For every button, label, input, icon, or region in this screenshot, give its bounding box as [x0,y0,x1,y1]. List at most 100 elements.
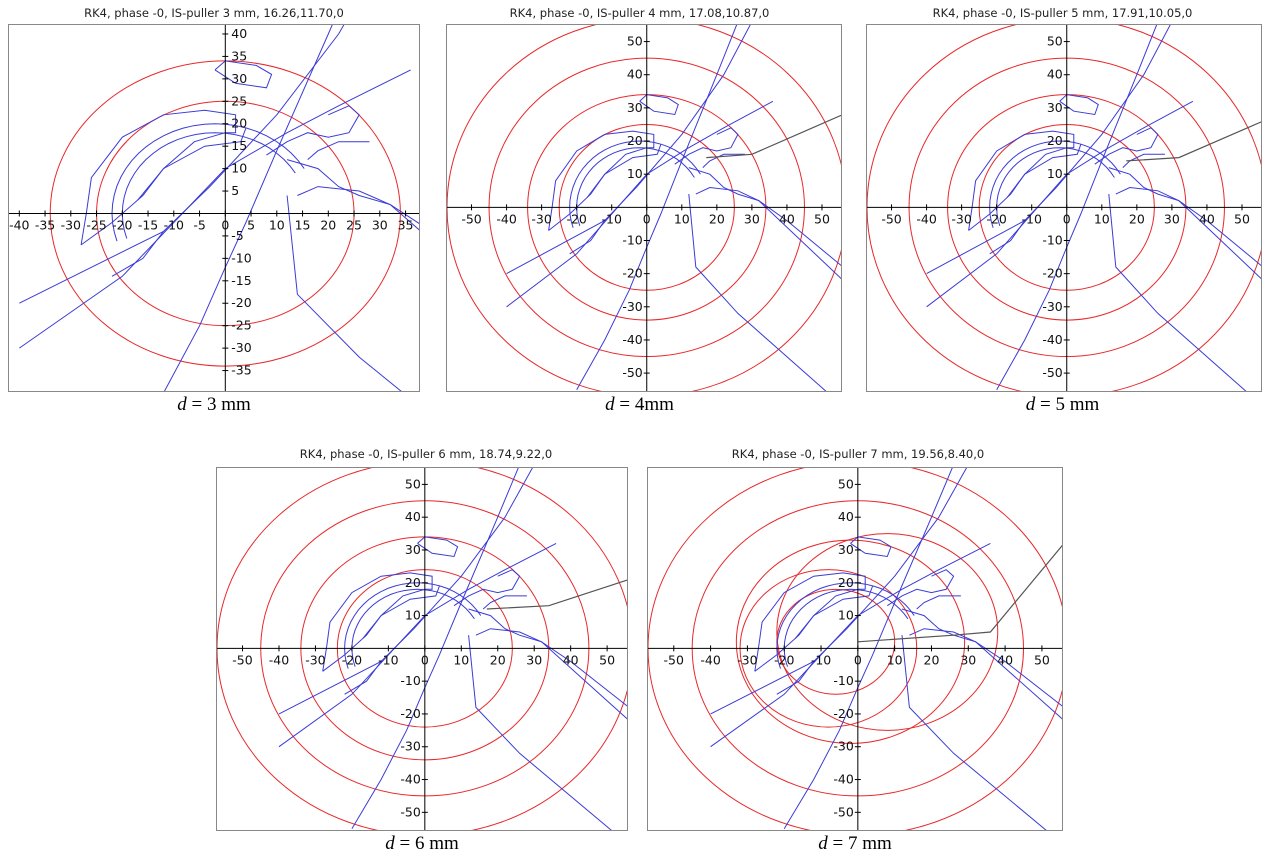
x-tick-label: 10 [887,652,903,667]
panel-d3: RK4, phase -0, IS-puller 3 mm, 16.26,11.… [8,6,420,418]
y-tick-label: -30 [833,739,853,754]
extraction-path [706,114,841,159]
dee-arc-0 [576,147,695,226]
x-tick-label: -40 [700,652,720,667]
x-tick-label: -25 [86,217,106,232]
x-tick-label: 0 [854,652,862,667]
electrode-3 [278,468,533,715]
panel-d6: RK4, phase -0, IS-puller 6 mm, 18.74,9.2… [216,447,636,858]
electrode-10 [297,186,419,231]
y-tick-label: -5 [231,228,243,243]
electrode-5 [576,25,738,390]
x-tick-label: -35 [35,217,55,232]
y-tick-label: -10 [833,673,853,688]
chart-svg: -50 -40 -30 -20 -10 0 10 20 30 40 50-50-40-30-20-1… [867,25,1261,391]
chart-svg: -40 -35 -30 -25 -20 -15 -10 -5 0 5 10 15 20 25 30 35-35… [9,25,419,391]
electrode-9 [344,661,382,695]
y-tick-label: 40 [231,26,247,41]
x-tick-label: -20 [774,652,794,667]
electrode-10 [695,186,841,280]
y-tick-label: -40 [1042,332,1062,347]
x-tick-label: -20 [342,652,362,667]
x-tick-label: -15 [138,217,158,232]
y-tick-label: -50 [833,804,853,819]
y-tick-label: 20 [405,575,421,590]
dee-arc-0 [996,147,1115,226]
electrode-11 [901,635,1047,830]
dee-arc-0 [121,132,296,239]
y-tick-label: 40 [838,509,854,524]
x-tick-label: 35 [398,217,414,232]
x-tick-label: 50 [1234,211,1250,226]
x-tick-label: -30 [531,211,551,226]
y-tick-label: 10 [1047,166,1063,181]
y-tick-label: -10 [622,232,642,247]
electrode-9 [776,661,815,695]
electrode-1 [137,128,247,201]
electrode-3 [506,25,751,275]
caption-text: = 7 mm [827,833,892,854]
y-tick-label: -10 [400,673,420,688]
electrode-1 [586,144,662,198]
electrode-10 [475,628,627,720]
y-tick-label: 30 [231,71,247,86]
y-tick-label: 15 [231,138,247,153]
y-tick-label: 25 [231,93,247,108]
y-tick-label: -40 [400,772,420,787]
electrode-0 [968,130,1075,231]
plot-area: -50 -40 -30 -20 -10 0 10 20 30 40 50 -50 -40 -30 -20 -1… [647,467,1063,831]
panel-caption: d = 5 mm [860,394,1265,416]
electrode-7 [286,159,419,224]
x-tick-label: -40 [9,217,29,232]
y-tick-label: 40 [405,509,421,524]
y-tick-label: -20 [1042,266,1062,281]
dee-arc-1 [344,582,482,669]
x-tick-label: -10 [601,211,621,226]
dee-arc-0 [351,588,475,667]
y-tick-label: -20 [622,266,642,281]
caption-variable: d [818,833,828,854]
electrode-5 [351,468,519,829]
electrode-1 [794,585,874,639]
y-tick-label: 10 [838,608,854,623]
y-tick-label: 20 [1047,133,1063,148]
x-tick-label: -10 [811,652,831,667]
electrode-11 [1108,194,1247,391]
caption-text: = 3 mm [186,394,251,415]
y-tick-label: 30 [838,542,854,557]
y-tick-label: 35 [231,48,247,63]
y-tick-label: 50 [1047,34,1063,49]
y-tick-label: -10 [231,250,251,265]
extraction-path [1126,121,1261,162]
x-tick-label: -30 [951,211,971,226]
extraction-path [486,579,627,610]
x-tick-label: -40 [916,211,936,226]
x-tick-label: 20 [490,652,506,667]
electrode-6 [887,569,955,607]
y-tick-label: -40 [833,772,853,787]
x-tick-label: 0 [221,217,229,232]
x-tick-label: 10 [269,217,285,232]
y-tick-label: -15 [231,273,251,288]
y-tick-label: 30 [405,542,421,557]
y-tick-label: -50 [1042,365,1062,380]
y-tick-label: -30 [1042,299,1062,314]
panel-d7: RK4, phase -0, IS-puller 7 mm, 19.56,8.4… [647,447,1069,858]
y-tick-label: -10 [1042,232,1062,247]
x-tick-label: 15 [295,217,311,232]
x-tick-label: 50 [814,211,830,226]
electrode-3 [19,25,345,304]
y-tick-label: -35 [231,363,251,378]
caption-text: = 5 mm [1035,394,1100,415]
panel-title: RK4, phase -0, IS-puller 7 mm, 19.56,8.4… [731,447,985,461]
electrode-7 [688,167,841,266]
caption-text: = 6 mm [394,833,459,854]
x-tick-label: -30 [61,217,81,232]
x-tick-label: 0 [421,652,429,667]
y-tick-label: -50 [622,365,642,380]
x-tick-label: -50 [461,211,481,226]
electrode-10 [909,628,1062,720]
x-tick-label: -5 [193,217,205,232]
electrode-6 [1094,127,1159,165]
electrode-1 [362,585,440,639]
